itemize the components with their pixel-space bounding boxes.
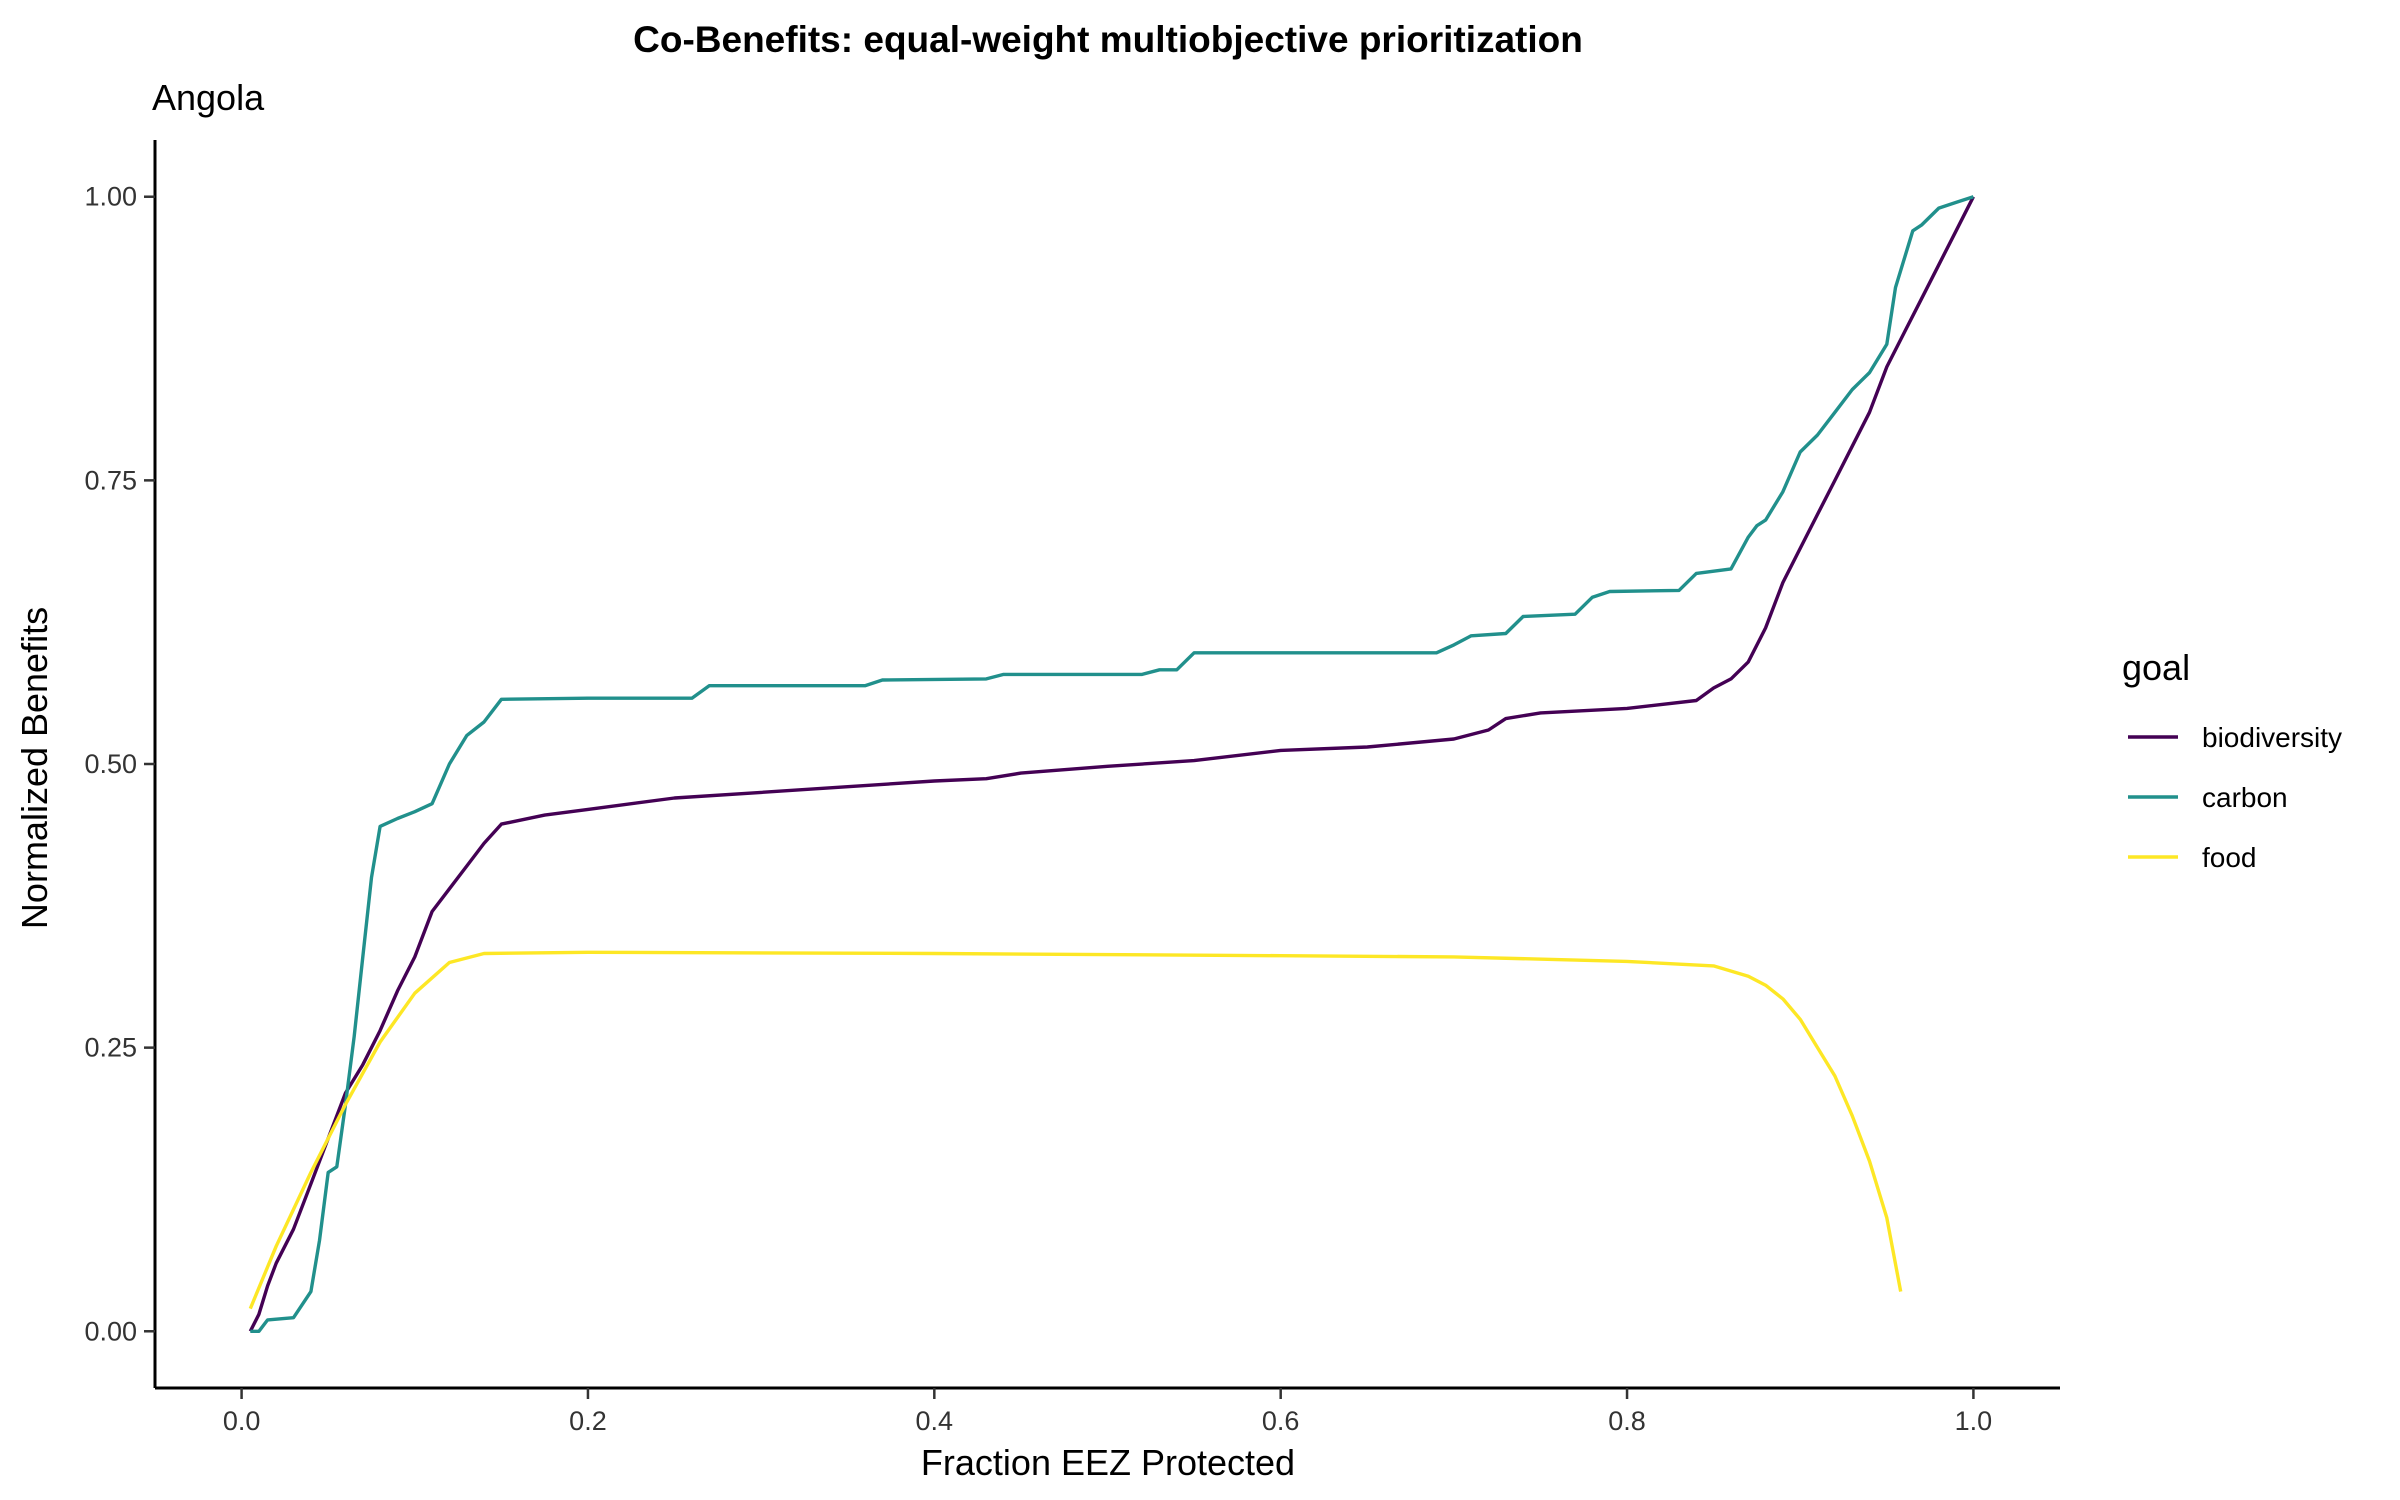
legend-item-carbon: carbon — [2128, 782, 2288, 813]
x-tick-label: 1.0 — [1955, 1406, 1993, 1436]
legend-title: goal — [2122, 647, 2190, 688]
y-tick-label: 1.00 — [84, 182, 137, 212]
y-tick-label: 0.75 — [84, 465, 137, 495]
y-tick-label: 0.00 — [84, 1316, 137, 1346]
x-tick-label: 0.8 — [1608, 1406, 1646, 1436]
legend-items: biodiversity carbon food — [2128, 722, 2342, 873]
x-tick-label: 0.6 — [1262, 1406, 1300, 1436]
series-line-carbon — [250, 195, 1974, 1333]
legend: goal biodiversity carbon food — [2122, 647, 2342, 873]
y-tick-label: 0.25 — [84, 1033, 137, 1063]
legend-item-biodiversity: biodiversity — [2128, 722, 2342, 753]
legend-label-carbon: carbon — [2202, 782, 2288, 813]
chart-subtitle: Angola — [152, 77, 265, 118]
y-tick-label: 0.50 — [84, 749, 137, 779]
series-layer — [248, 195, 1975, 1333]
y-axis-label: Normalized Benefits — [14, 607, 55, 929]
legend-label-food: food — [2202, 842, 2257, 873]
chart-title: Co-Benefits: equal-weight multiobjective… — [633, 19, 1583, 60]
legend-label-biodiversity: biodiversity — [2202, 722, 2342, 753]
x-tick-label: 0.2 — [569, 1406, 607, 1436]
series-line-biodiversity — [248, 195, 1975, 1333]
axes-layer: 0.0 0.2 0.4 0.6 0.8 1.0 0.00 0.25 0.50 0.75 1.00 — [84, 140, 2060, 1436]
legend-item-food: food — [2128, 842, 2257, 873]
x-axis-label: Fraction EEZ Protected — [921, 1442, 1295, 1483]
x-tick-label: 0.0 — [223, 1406, 261, 1436]
x-tick-label: 0.4 — [916, 1406, 954, 1436]
series-line-food — [248, 950, 1903, 1310]
